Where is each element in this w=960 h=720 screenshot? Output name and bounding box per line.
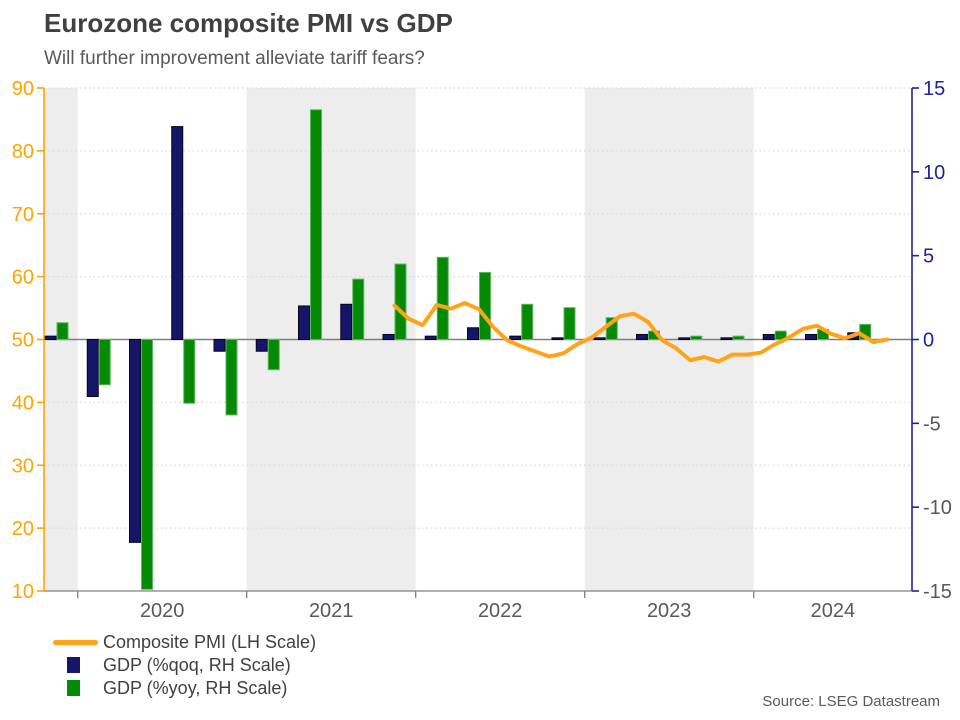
source-credit: Source: LSEG Datastream xyxy=(762,693,940,710)
legend-label-gdp-qoq: GDP (%qoq, RH Scale) xyxy=(103,654,291,675)
gdp-qoq-bar xyxy=(636,333,648,341)
gdp-yoy-bar xyxy=(521,303,534,341)
left-axis-label: 20 xyxy=(12,518,34,540)
legend-label-gdp-yoy: GDP (%yoy, RH Scale) xyxy=(103,677,288,698)
gdp-yoy-bar xyxy=(225,339,238,416)
chart-subtitle: Will further improvement alleviate tarif… xyxy=(44,48,425,69)
gdp-yoy-bar xyxy=(732,335,745,341)
left-axis-label: 70 xyxy=(12,204,34,226)
gdp-qoq-bar xyxy=(382,333,395,341)
left-axis-label: 60 xyxy=(12,267,34,289)
right-axis-label: -15 xyxy=(923,581,952,603)
gdp-qoq-bar xyxy=(467,327,479,341)
gdp-yoy-bar xyxy=(479,271,491,340)
gdp-yoy-bar xyxy=(98,339,111,386)
gdp-qoq-bar xyxy=(424,335,437,341)
gdp-yoy-swatch xyxy=(67,680,80,696)
right-axis-label: 5 xyxy=(923,246,934,268)
legend-label-pmi: Composite PMI (LH Scale) xyxy=(103,631,317,652)
gdp-qoq-bar xyxy=(720,337,733,341)
year-label: 2022 xyxy=(478,600,523,622)
right-axis-label: -5 xyxy=(923,413,941,435)
gdp-yoy-bar xyxy=(56,322,69,341)
year-label: 2021 xyxy=(309,600,354,622)
gdp-qoq-bar xyxy=(593,337,606,341)
right-axis-label: 0 xyxy=(923,330,934,352)
left-axis-label: 90 xyxy=(12,78,34,100)
year-label: 2020 xyxy=(140,600,185,622)
gdp-qoq-bar xyxy=(762,333,775,341)
pmi-line xyxy=(392,301,890,364)
gdp-qoq-bar xyxy=(255,339,268,352)
year-label: 2023 xyxy=(647,600,692,622)
gdp-qoq-bar xyxy=(805,333,817,341)
left-axis-label: 10 xyxy=(12,581,34,603)
gdp-qoq-bar xyxy=(129,339,141,543)
gdp-yoy-bar xyxy=(436,256,449,340)
gdp-qoq-bar xyxy=(340,303,353,341)
gdp-yoy-bar xyxy=(267,339,280,371)
left-axis-label: 80 xyxy=(12,141,34,163)
gdp-qoq-bar xyxy=(86,339,99,398)
gdp-yoy-bar xyxy=(352,278,365,341)
gdp-yoy-bar xyxy=(394,263,407,340)
gdp-yoy-bar xyxy=(563,307,576,341)
right-axis-label: 10 xyxy=(923,162,945,184)
gdp-yoy-bar xyxy=(141,339,153,590)
right-axis-label: 15 xyxy=(923,78,945,100)
left-axis-label: 40 xyxy=(12,392,34,414)
gdp-qoq-bar xyxy=(509,335,522,341)
gdp-qoq-bar xyxy=(551,337,564,341)
gdp-qoq-bar xyxy=(44,335,57,341)
left-axis-label: 50 xyxy=(12,330,34,352)
gdp-qoq-bar xyxy=(678,337,691,341)
year-label: 2024 xyxy=(811,600,856,622)
gdp-qoq-bar xyxy=(298,305,310,341)
pmi-line-swatch xyxy=(53,639,98,645)
chart-title: Eurozone composite PMI vs GDP xyxy=(44,8,453,38)
gdp-yoy-bar xyxy=(690,335,703,341)
gdp-yoy-bar xyxy=(183,339,196,404)
gdp-qoq-bar xyxy=(213,339,226,352)
gdp-qoq-bar xyxy=(171,126,184,340)
left-axis-label: 30 xyxy=(12,455,34,477)
gdp-yoy-bar xyxy=(310,109,322,341)
gdp-qoq-swatch xyxy=(67,657,80,673)
right-axis-label: -10 xyxy=(923,497,952,519)
